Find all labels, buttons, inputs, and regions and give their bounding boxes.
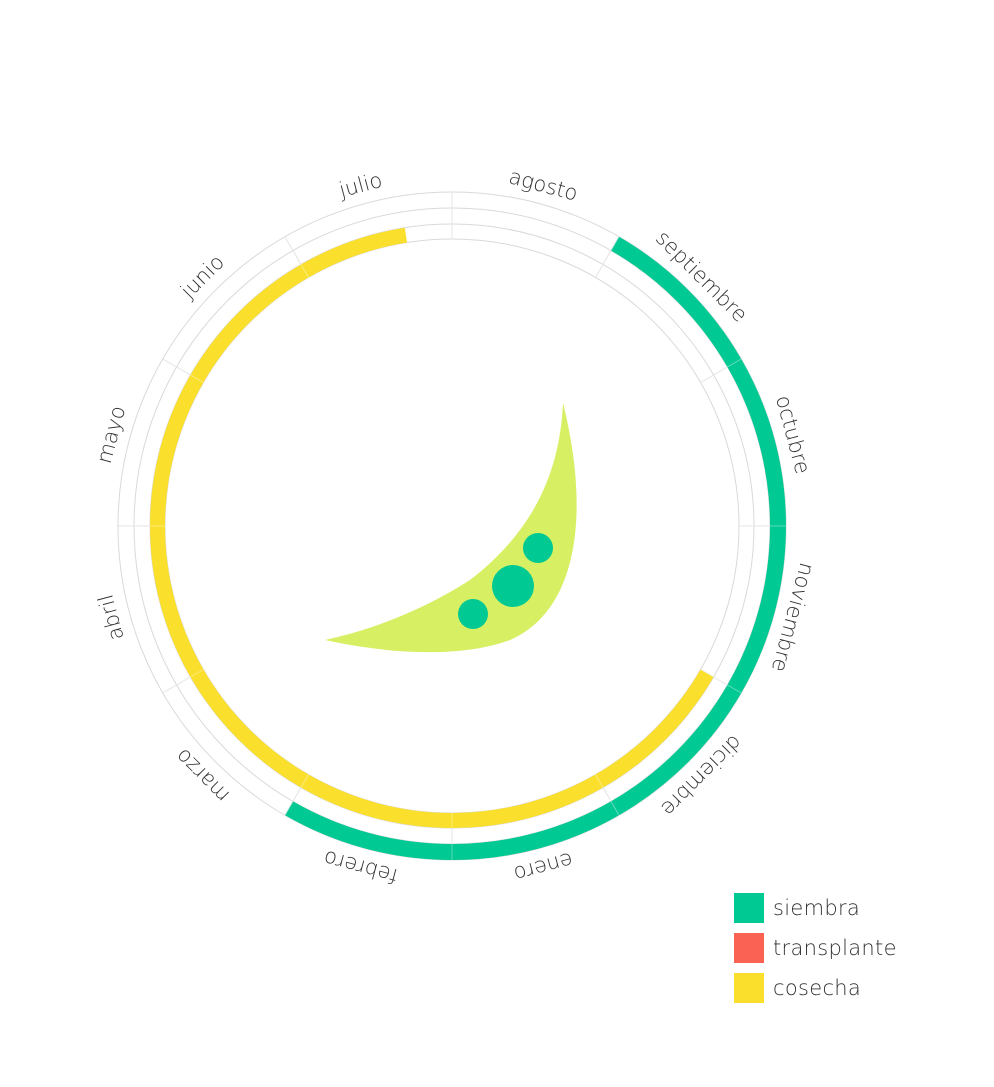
band-cosecha-mayo bbox=[150, 375, 204, 526]
legend-item-transplante: transplante bbox=[734, 933, 897, 963]
legend-label: transplante bbox=[773, 936, 897, 960]
legend-item-siembra: siembra bbox=[734, 893, 897, 923]
month-label-mayo: mayo bbox=[92, 403, 130, 466]
legend-swatch-transplante bbox=[734, 933, 764, 963]
band-divider bbox=[700, 358, 742, 383]
grid-ring-0 bbox=[164, 238, 740, 814]
band-cosecha-junio bbox=[190, 264, 309, 383]
pea-medium bbox=[458, 599, 488, 629]
band-divider bbox=[162, 669, 204, 694]
legend-swatch-cosecha bbox=[734, 973, 764, 1003]
band-cosecha-febrero bbox=[301, 774, 452, 828]
activity-bands bbox=[118, 192, 786, 860]
legend-label: siembra bbox=[773, 896, 861, 920]
band-divider bbox=[162, 358, 204, 383]
grid-divider bbox=[595, 236, 620, 278]
legend-swatch-siembra bbox=[734, 893, 764, 923]
month-label-enero: enero bbox=[511, 848, 575, 887]
month-label-marzo: marzo bbox=[171, 744, 235, 808]
pod-shell bbox=[325, 403, 577, 653]
band-siembra-enero bbox=[452, 801, 619, 860]
band-cosecha-marzo bbox=[190, 669, 309, 788]
band-divider bbox=[595, 774, 620, 816]
legend: siembra transplante cosecha bbox=[734, 893, 897, 1013]
band-divider bbox=[284, 774, 309, 816]
band-siembra-octubre bbox=[727, 359, 786, 526]
band-siembra-septiembre bbox=[611, 236, 742, 367]
grid-ring-2 bbox=[133, 207, 771, 845]
band-siembra-febrero bbox=[285, 801, 452, 860]
month-label-junio: junio bbox=[175, 250, 229, 304]
band-divider bbox=[595, 236, 620, 278]
band-siembra-diciembre bbox=[611, 685, 742, 816]
month-label-julio: julio bbox=[335, 168, 384, 203]
band-siembra-noviembre bbox=[727, 526, 786, 693]
pea-small bbox=[523, 533, 553, 563]
legend-label: cosecha bbox=[773, 976, 862, 1000]
band-divider bbox=[700, 669, 742, 694]
band-cosecha-diciembre bbox=[595, 669, 714, 788]
band-cosecha-julio bbox=[301, 227, 408, 278]
month-label-abril: abril bbox=[93, 592, 128, 643]
legend-item-cosecha: cosecha bbox=[734, 973, 897, 1003]
month-label-agosto: agosto bbox=[506, 164, 580, 205]
pea-large bbox=[492, 565, 534, 607]
band-cosecha-abril bbox=[150, 526, 204, 677]
band-cosecha-enero bbox=[452, 774, 603, 828]
band-divider bbox=[284, 236, 309, 278]
pea-pod-icon bbox=[325, 403, 577, 653]
